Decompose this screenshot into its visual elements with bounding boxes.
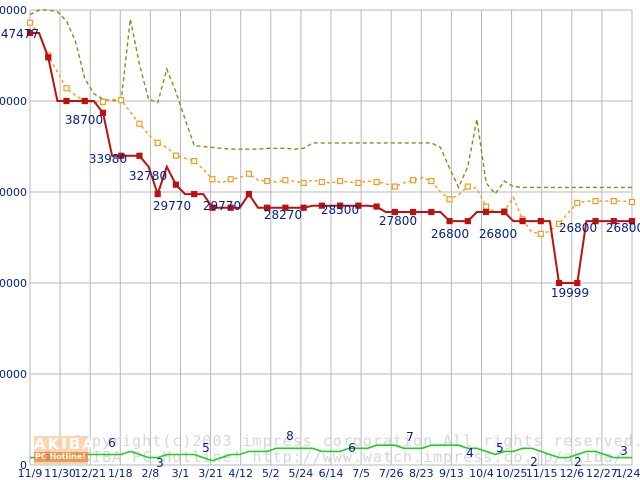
svg-text:40000: 40000 <box>0 95 27 108</box>
svg-text:10000: 10000 <box>0 368 27 381</box>
grid-lines <box>29 9 633 466</box>
svg-text:8/23: 8/23 <box>409 467 434 480</box>
y-axis-ticks: 0 10000 20000 30000 40000 50000 <box>0 4 27 472</box>
svg-text:30000: 30000 <box>0 186 27 199</box>
svg-text:47477: 47477 <box>1 27 39 41</box>
akiba-logo: AKIBA PC Hotline! <box>34 435 96 464</box>
svg-text:Copyright(c)2003 impress corpo: Copyright(c)2003 impress corporation All… <box>72 432 640 450</box>
watermark-text: Copyright(c)2003 impress corporation All… <box>72 432 640 466</box>
svg-text:3: 3 <box>620 444 628 458</box>
svg-text:11/30: 11/30 <box>44 467 76 480</box>
svg-text:26800: 26800 <box>479 227 517 241</box>
svg-text:3/21: 3/21 <box>198 467 223 480</box>
svg-text:27800: 27800 <box>379 214 417 228</box>
svg-text:38700: 38700 <box>65 113 103 127</box>
svg-text:32780: 32780 <box>129 169 167 183</box>
svg-text:10/25: 10/25 <box>496 467 528 480</box>
svg-text:11/9: 11/9 <box>18 467 43 480</box>
svg-text:12/21: 12/21 <box>74 467 106 480</box>
svg-text:4: 4 <box>466 446 474 460</box>
shop-count-series <box>30 444 632 462</box>
svg-text:5/24: 5/24 <box>289 467 314 480</box>
svg-text:6: 6 <box>348 441 356 455</box>
svg-text:4/12: 4/12 <box>228 467 253 480</box>
svg-text:2: 2 <box>530 455 538 469</box>
svg-text:10/4: 10/4 <box>469 467 494 480</box>
svg-text:50000: 50000 <box>0 4 27 17</box>
svg-text:29770: 29770 <box>203 199 241 213</box>
svg-text:26800: 26800 <box>431 227 469 241</box>
svg-text:12/6: 12/6 <box>559 467 584 480</box>
svg-text:6: 6 <box>108 436 116 450</box>
logo-tagline: PC Hotline! <box>34 452 88 462</box>
svg-text:1/18: 1/18 <box>108 467 133 480</box>
svg-text:5: 5 <box>496 441 504 455</box>
svg-text:11/15: 11/15 <box>526 467 558 480</box>
svg-text:AKIBA PC Hotline! http://www.: AKIBA PC Hotline! http://www.watch.impre… <box>72 448 624 466</box>
svg-text:7/5: 7/5 <box>352 467 370 480</box>
svg-text:19999: 19999 <box>551 286 589 300</box>
svg-text:29770: 29770 <box>153 199 191 213</box>
svg-text:2/8: 2/8 <box>142 467 160 480</box>
svg-text:3/1: 3/1 <box>172 467 190 480</box>
svg-text:5/2: 5/2 <box>262 467 280 480</box>
svg-text:28500: 28500 <box>321 203 359 217</box>
price-series-group <box>26 9 636 287</box>
svg-text:8: 8 <box>286 429 294 443</box>
svg-text:28270: 28270 <box>264 208 302 222</box>
svg-text:20000: 20000 <box>0 277 27 290</box>
svg-text:2: 2 <box>574 455 582 469</box>
svg-text:12/27: 12/27 <box>586 467 618 480</box>
svg-text:33980: 33980 <box>89 152 127 166</box>
svg-text:3: 3 <box>156 456 164 470</box>
logo-brand: AKIBA <box>34 435 96 453</box>
svg-text:1/24: 1/24 <box>616 467 640 480</box>
svg-text:26800: 26800 <box>606 221 640 235</box>
svg-text:6/14: 6/14 <box>319 467 344 480</box>
svg-text:7: 7 <box>406 430 414 444</box>
svg-text:5: 5 <box>202 441 210 455</box>
svg-text:7/26: 7/26 <box>379 467 404 480</box>
svg-text:26800: 26800 <box>559 221 597 235</box>
svg-text:9/13: 9/13 <box>439 467 464 480</box>
svg-text:0: 0 <box>20 459 27 472</box>
